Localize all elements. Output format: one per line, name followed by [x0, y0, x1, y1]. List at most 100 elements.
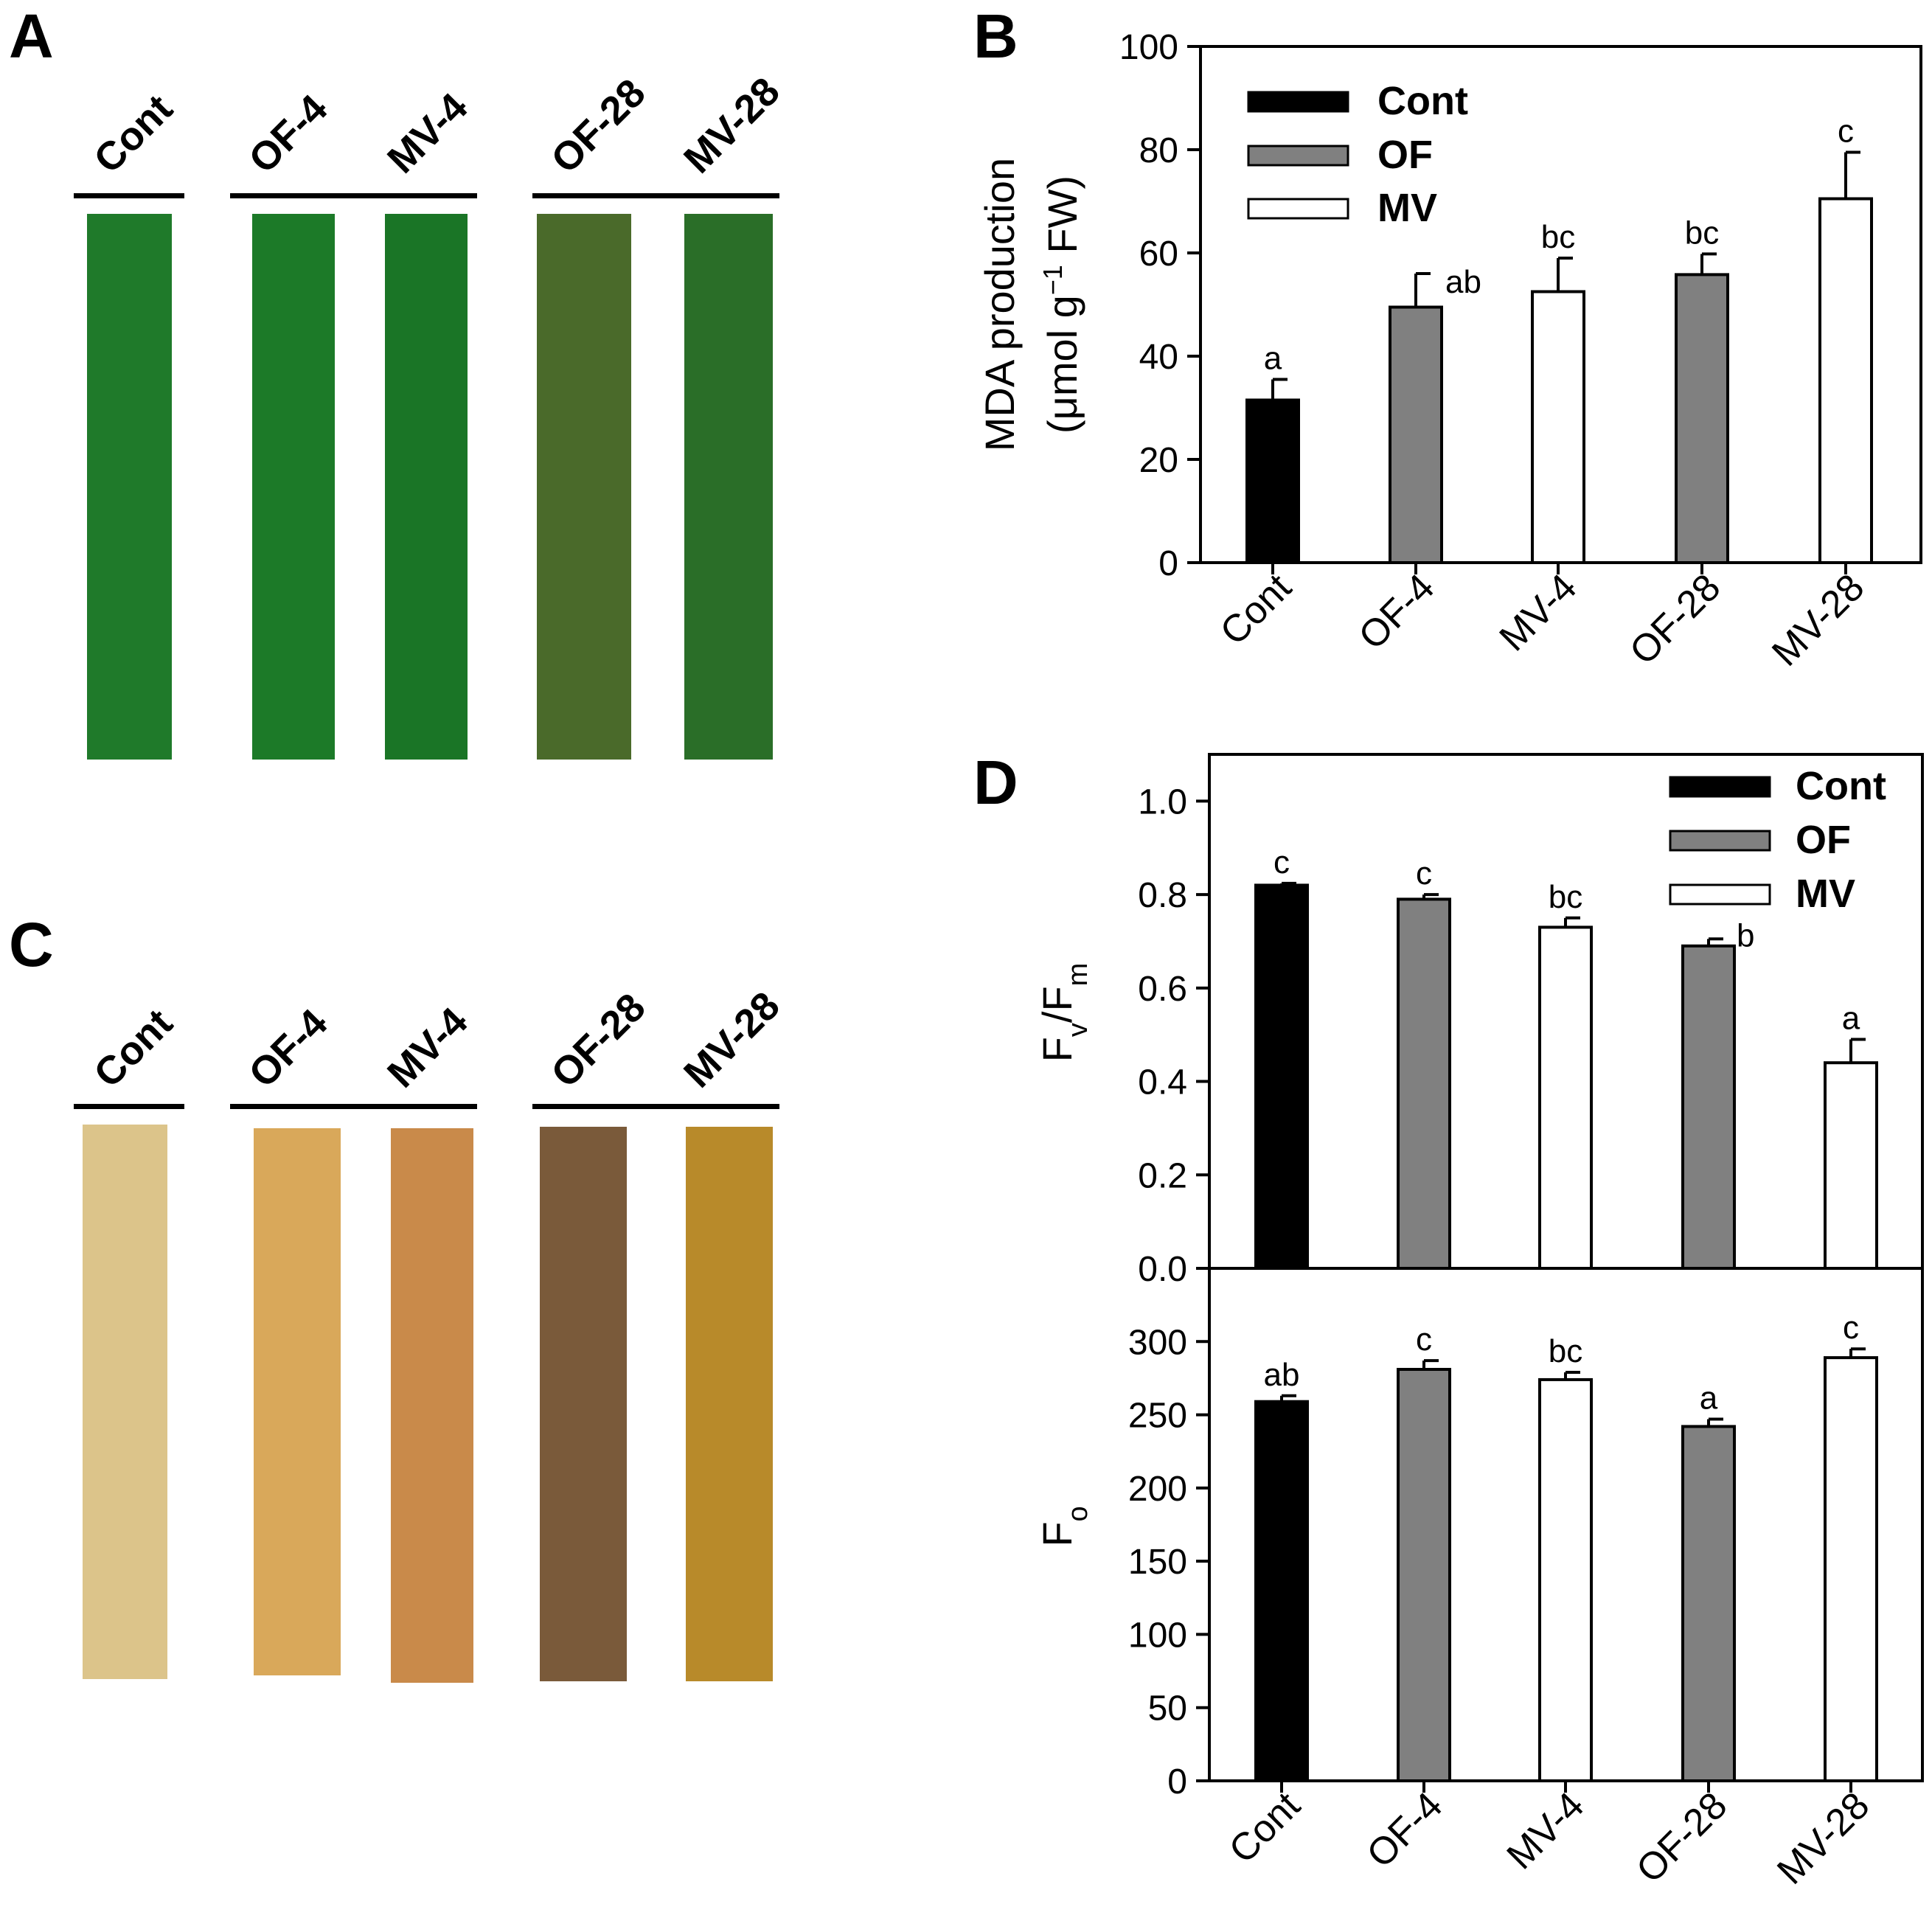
- x-tick-label: OF-4: [1351, 566, 1443, 658]
- panel-c-leaves: Cont OF-4 MV-4 OF-28 MV-28: [74, 984, 788, 1683]
- y-tick-label: 0.6: [1138, 970, 1187, 1009]
- leaf-image-mv28: [686, 1127, 773, 1681]
- bar: [1538, 925, 1593, 1270]
- error-bars: [1280, 1347, 1866, 1427]
- significance-letter: ab: [1264, 1357, 1300, 1393]
- y-tick-label: 80: [1139, 131, 1178, 170]
- legend-label-cont: Cont: [1377, 79, 1468, 123]
- significance-letter: c: [1838, 114, 1854, 150]
- legend-swatch-cont: [1669, 776, 1771, 798]
- x-axis: Cont OF-4 MV-4 OF-28 MV-28: [1221, 1781, 1877, 1893]
- bar: [1531, 290, 1585, 564]
- leaf-group-line: [230, 193, 477, 198]
- panel-letter-c: C: [9, 910, 54, 979]
- leaf-group-line: [532, 1104, 779, 1109]
- leaf-image-cont: [83, 1125, 167, 1679]
- significance-letter: bc: [1685, 215, 1719, 251]
- significance-letter: c: [1416, 1321, 1432, 1358]
- significance-letters: ab c bc a c: [1264, 1310, 1859, 1416]
- bar: [1681, 944, 1736, 1270]
- panel-letter-d: D: [973, 748, 1018, 817]
- bar-series: [1245, 197, 1873, 564]
- panel-letter-a: A: [9, 1, 54, 71]
- bar: [1245, 398, 1300, 564]
- bar: [1397, 897, 1451, 1270]
- legend-swatch-mv: [1669, 883, 1771, 906]
- y-tick-label: 0.2: [1138, 1156, 1187, 1195]
- bar: [1397, 1368, 1451, 1782]
- leaf-image-mv4: [391, 1128, 473, 1683]
- significance-letter: a: [1700, 1380, 1718, 1417]
- y-tick-label: 100: [1119, 28, 1178, 67]
- bar: [1254, 883, 1309, 1271]
- x-tick-label: OF-4: [1359, 1784, 1451, 1876]
- x-axis: Cont OF-4 MV-4 OF-28 MV-28: [1212, 563, 1872, 675]
- leaf-label-mv4: MV-4: [379, 999, 476, 1097]
- legend-label-of: OF: [1377, 133, 1433, 177]
- significance-letter: a: [1264, 341, 1282, 377]
- bar-series: [1254, 1356, 1878, 1782]
- y-tick-label: 1.0: [1138, 782, 1187, 821]
- bar: [1818, 197, 1873, 564]
- y-tick-label: 250: [1128, 1397, 1187, 1436]
- y-tick-label: 300: [1128, 1323, 1187, 1362]
- y-tick-label: 0.8: [1138, 876, 1187, 915]
- significance-letters: c c bc b a: [1273, 844, 1860, 1037]
- x-tick-label: Cont: [1221, 1784, 1309, 1872]
- x-tick-label: MV-28: [1769, 1784, 1877, 1892]
- y-axis: 0.0 0.2 0.4 0.6 0.8 1.0: [1138, 782, 1852, 1289]
- bar: [1824, 1356, 1878, 1782]
- bar-series: [1254, 883, 1878, 1271]
- y-tick-label: 40: [1139, 338, 1178, 377]
- leaf-label-of28: OF-28: [543, 71, 654, 182]
- y-tick-label: 20: [1139, 441, 1178, 480]
- leaf-label-cont: Cont: [86, 1001, 181, 1096]
- significance-letter: bc: [1541, 219, 1575, 255]
- chart-d-fo: 0 50 100 150 200 250 300 Cont OF-4 MV-4 OF-28 MV-2…: [1034, 1267, 1924, 1893]
- leaf-image-of4: [252, 214, 335, 760]
- y-axis-title-line1: MDA production: [976, 158, 1023, 451]
- significance-letter: ab: [1445, 264, 1481, 300]
- leaf-label-mv4: MV-4: [379, 85, 476, 182]
- significance-letter: c: [1416, 855, 1432, 892]
- x-tick-label: MV-4: [1492, 566, 1585, 659]
- significance-letter: c: [1843, 1310, 1859, 1346]
- chart-d-fvfm: 0.0 0.2 0.4 0.6 0.8 1.0 c c bc b a Fv/Fm Cont OF …: [1034, 753, 1924, 1289]
- leaf-group-line: [532, 193, 779, 198]
- y-tick-label: 200: [1128, 1470, 1187, 1509]
- leaf-image-mv28: [684, 214, 773, 760]
- leaf-label-of4: OF-4: [240, 1001, 336, 1096]
- leaf-label-mv28: MV-28: [675, 984, 788, 1097]
- leaf-image-cont: [87, 214, 172, 760]
- error-bars: [1280, 881, 1866, 1063]
- y-axis: 0 50 100 150 200 250 300: [1128, 1323, 1209, 1801]
- bar: [1675, 273, 1729, 564]
- legend-swatch-of: [1247, 145, 1349, 167]
- legend-label-mv: MV: [1796, 872, 1855, 916]
- leaf-label-cont: Cont: [86, 86, 181, 181]
- significance-letter: bc: [1549, 879, 1582, 915]
- leaf-group-line: [74, 193, 184, 198]
- bar: [1254, 1400, 1309, 1782]
- significance-letter: bc: [1549, 1333, 1582, 1369]
- leaf-group-line: [230, 1104, 477, 1109]
- legend-label-cont: Cont: [1796, 764, 1886, 808]
- y-tick-label: 100: [1128, 1616, 1187, 1655]
- legend-label-mv: MV: [1377, 186, 1437, 230]
- x-tick-label: MV-4: [1499, 1784, 1593, 1877]
- y-tick-label: 50: [1148, 1689, 1187, 1728]
- chart-b-mda: 0 20 40 60 80 100 Cont OF-4 MV-4 OF-28 MV-28 a ab b…: [976, 28, 1922, 675]
- bar: [1824, 1061, 1878, 1270]
- panel-a-leaves: Cont OF-4 MV-4 OF-28 MV-28: [74, 69, 788, 760]
- y-tick-label: 0.4: [1138, 1063, 1187, 1102]
- bar: [1538, 1377, 1593, 1782]
- legend: Cont OF MV: [1247, 79, 1468, 230]
- y-axis: 0 20 40 60 80 100: [1119, 28, 1200, 583]
- y-tick-label: 0.0: [1138, 1250, 1187, 1289]
- y-tick-label: 150: [1128, 1543, 1187, 1582]
- y-axis-title: Fo: [1034, 1506, 1094, 1546]
- significance-letters: a ab bc bc c: [1264, 114, 1854, 377]
- leaf-image-of28: [537, 214, 631, 760]
- y-tick-label: 0: [1158, 544, 1178, 583]
